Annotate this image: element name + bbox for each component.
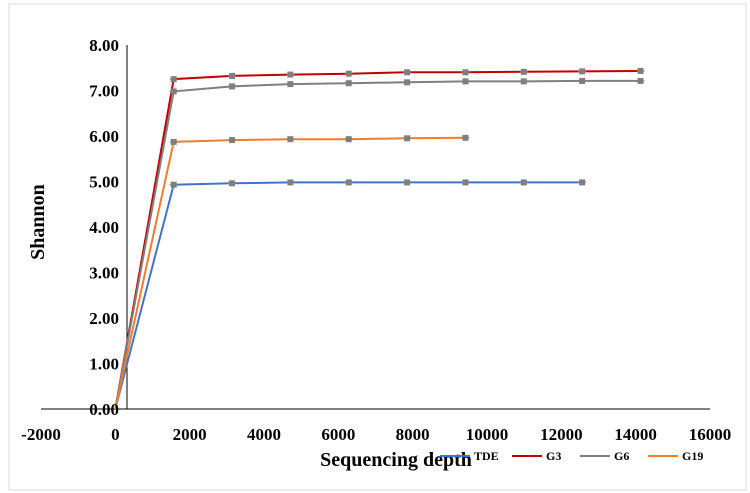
x-tick-label: -2000 [21, 425, 61, 444]
y-tick-label: 4.00 [89, 218, 119, 237]
y-tick-label: 1.00 [89, 355, 119, 374]
y-tick-label: 5.00 [89, 173, 119, 192]
legend-item-g19: G19 [648, 449, 703, 463]
x-tick-label: 0 [111, 425, 120, 444]
series-g3 [114, 67, 645, 410]
legend-label-g6: G6 [614, 449, 629, 463]
y-tick-label: 3.00 [89, 264, 119, 283]
y-tick-label: 6.00 [89, 127, 119, 146]
series-line-g6 [114, 79, 641, 410]
x-tick-label: 4000 [247, 425, 281, 444]
series-layer [114, 67, 645, 410]
x-tick-label: 10000 [466, 425, 509, 444]
x-tick-label: 16000 [689, 425, 732, 444]
legend-item-g3: G3 [512, 449, 561, 463]
y-tick-label: 2.00 [89, 309, 119, 328]
legend: TDE G3 G6 G19 [440, 449, 703, 463]
series-tde [114, 179, 587, 410]
y-tick-label: 8.00 [89, 36, 119, 55]
legend-item-g6: G6 [580, 449, 629, 463]
x-tick-label: 14000 [614, 425, 657, 444]
tick-labels: -2000 0 2000 4000 6000 8000 10000 12000 14000 160… [21, 36, 731, 444]
series-line-g3 [114, 69, 641, 410]
series-g19 [114, 134, 470, 410]
legend-label-tde: TDE [474, 449, 499, 463]
x-tick-label: 12000 [540, 425, 583, 444]
legend-label-g3: G3 [546, 449, 561, 463]
y-axis-title: Shannon [27, 184, 49, 260]
x-tick-label: 6000 [321, 425, 355, 444]
legend-item-tde: TDE [440, 449, 499, 463]
chart-area-border [8, 3, 747, 491]
legend-label-g19: G19 [682, 449, 703, 463]
y-tick-label: 0.00 [89, 400, 119, 419]
x-tick-label: 2000 [173, 425, 207, 444]
x-tick-label: 8000 [396, 425, 430, 444]
series-g6 [114, 77, 645, 410]
x-axis-title: Sequencing depth [320, 449, 472, 471]
y-tick-label: 7.00 [89, 82, 119, 101]
